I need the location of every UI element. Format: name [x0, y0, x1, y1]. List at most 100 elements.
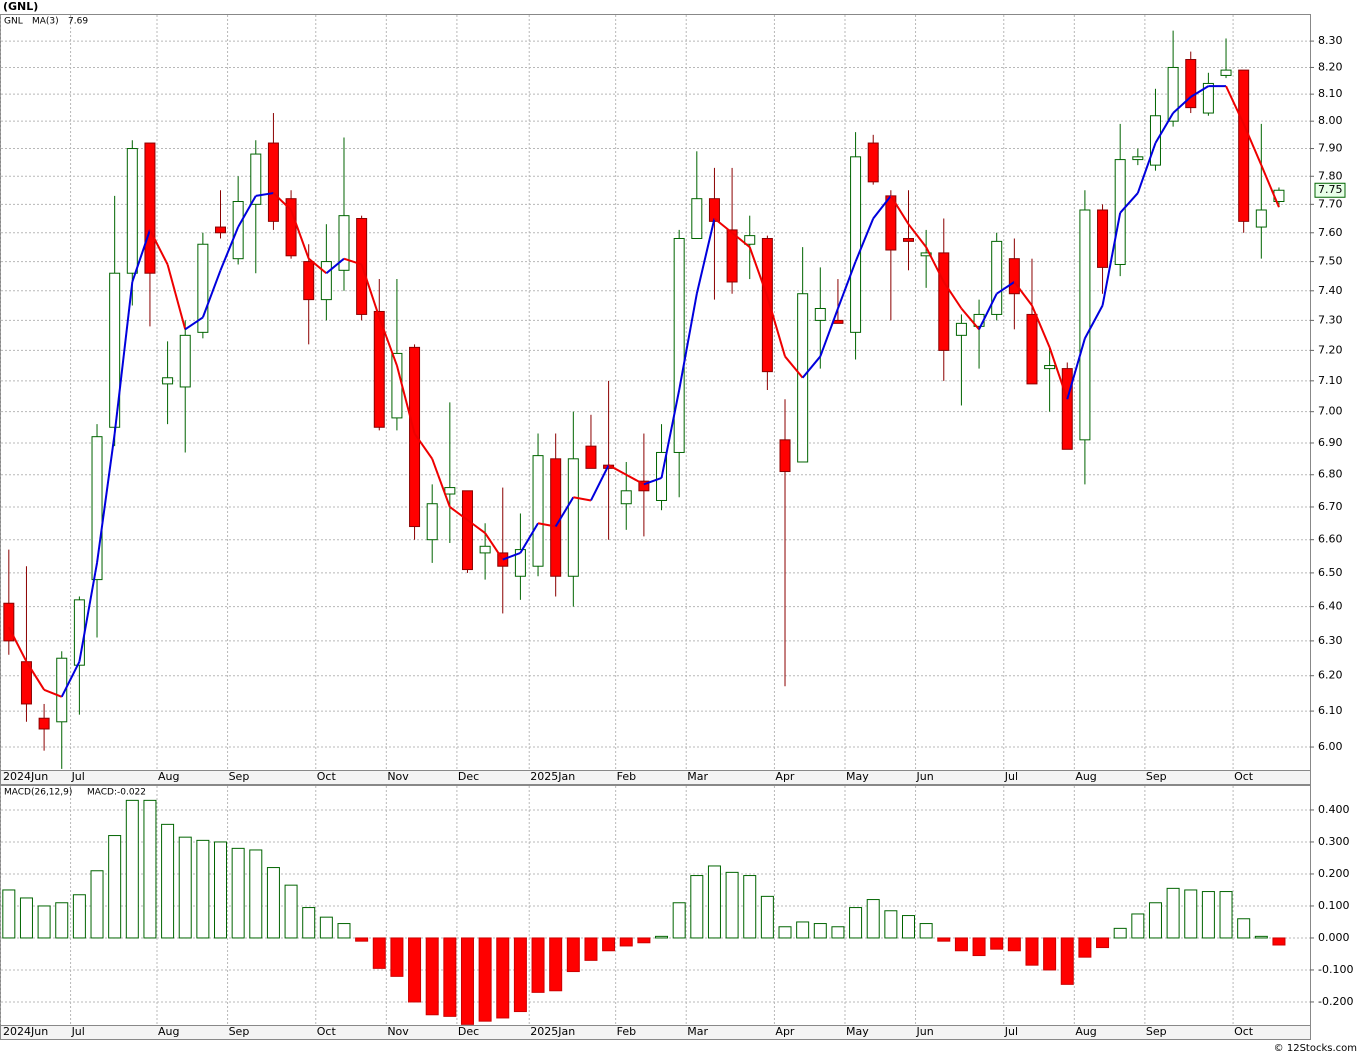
- macd-bar: [743, 875, 757, 939]
- ma-segment: [1136, 142, 1157, 194]
- candle-body: [938, 252, 950, 351]
- macd-bar: [1201, 891, 1215, 939]
- x-tick-label: Mar: [687, 770, 708, 783]
- x-tick-label: May: [846, 1025, 869, 1038]
- macd-bar: [531, 937, 545, 993]
- x-tick-label: Aug: [158, 1025, 179, 1038]
- y-tick-label: 8.30: [1318, 34, 1343, 47]
- price-date-strip: [0, 770, 1311, 785]
- ma-segment: [942, 281, 963, 310]
- candle-body: [797, 293, 809, 463]
- candle-body: [550, 458, 562, 577]
- candle-body: [426, 503, 438, 541]
- ma-segment: [996, 281, 1015, 295]
- x-tick-label: Nov: [387, 1025, 409, 1038]
- candle-body: [691, 198, 703, 240]
- ma-segment: [660, 389, 681, 479]
- ma-segment: [25, 661, 45, 691]
- macd-bar: [372, 937, 386, 969]
- candle-body: [761, 238, 773, 373]
- macd-bar: [990, 937, 1004, 950]
- macd-bar: [1043, 937, 1057, 971]
- x-tick-label: Aug: [1075, 770, 1096, 783]
- candle-body: [1185, 59, 1197, 109]
- macd-bar: [1166, 887, 1180, 939]
- ma-segment: [890, 195, 910, 225]
- x-tick-label: Feb: [617, 1025, 636, 1038]
- ma-segment: [590, 464, 610, 501]
- y-tick-label: 7.50: [1318, 255, 1343, 268]
- x-tick-label: Oct: [317, 1025, 337, 1038]
- candle-body: [514, 549, 526, 577]
- y-tick-label: 0.000: [1318, 931, 1350, 944]
- ma-segment: [219, 226, 240, 271]
- ma-segment: [713, 217, 733, 234]
- ma-segment: [1066, 338, 1086, 400]
- candle-body: [726, 229, 738, 283]
- candle-body: [162, 377, 174, 385]
- x-tick-label: 2025Jan: [530, 1025, 575, 1038]
- ma-segment: [7, 626, 28, 663]
- candle-body: [708, 198, 720, 222]
- y-tick-label: 7.90: [1318, 142, 1343, 155]
- macd-bar: [937, 937, 951, 942]
- candle-body: [303, 261, 315, 301]
- ma-segment: [1048, 347, 1069, 400]
- macd-bar: [584, 937, 598, 961]
- x-tick-label: Sep: [229, 770, 250, 783]
- candle-body: [197, 243, 209, 333]
- macd-bar: [161, 823, 175, 939]
- candle-body: [955, 322, 967, 336]
- macd-bar: [513, 937, 527, 1013]
- candle-body: [373, 310, 385, 428]
- macd-bar: [72, 894, 86, 939]
- candle-body: [73, 599, 85, 666]
- macd-bar: [1113, 927, 1127, 939]
- macd-bar: [1025, 937, 1039, 966]
- ma-segment: [766, 296, 786, 357]
- macd-bar: [337, 923, 351, 939]
- candle-body: [779, 439, 791, 473]
- ma-segment: [96, 433, 116, 564]
- y-tick-label: 6.90: [1318, 436, 1343, 449]
- macd-bar: [884, 910, 898, 939]
- x-tick-label: Jul: [1004, 1025, 1018, 1038]
- candle-body: [638, 480, 650, 492]
- candle-body: [1008, 258, 1020, 295]
- macd-bar: [214, 841, 228, 939]
- macd-bar: [901, 915, 915, 939]
- macd-bar: [549, 937, 563, 992]
- ma-segment: [502, 551, 521, 561]
- last-price-label: 7.75: [1318, 183, 1343, 196]
- ma-segment: [113, 281, 134, 434]
- y-tick-label: 6.20: [1318, 669, 1343, 682]
- candle-body: [232, 201, 244, 260]
- macd-bar: [672, 902, 686, 939]
- ma-segment: [255, 192, 274, 197]
- candle-body: [867, 142, 879, 183]
- candle-body: [991, 240, 1003, 315]
- candle-body: [91, 436, 103, 581]
- macd-bar: [655, 935, 669, 939]
- macd-bar: [125, 799, 139, 939]
- y-tick-label: 8.00: [1318, 114, 1343, 127]
- x-tick-label: Sep: [1146, 770, 1167, 783]
- x-tick-label: Dec: [458, 770, 479, 783]
- ma-segment: [325, 257, 345, 274]
- ma-segment: [201, 269, 222, 318]
- macd-bar: [37, 905, 51, 939]
- macd-bar: [496, 937, 510, 1019]
- macd-bar: [690, 875, 704, 939]
- y-tick-label: 7.80: [1318, 169, 1343, 182]
- ma-segment: [554, 496, 575, 528]
- ma-segment: [1260, 164, 1280, 208]
- ma-segment: [608, 464, 627, 476]
- ma-segment: [836, 261, 857, 309]
- candle-body: [267, 142, 279, 222]
- candle-body: [338, 215, 350, 271]
- candle-body: [673, 238, 685, 453]
- ma-segment: [272, 192, 292, 211]
- candle-body: [144, 142, 156, 274]
- ma-segment: [431, 458, 451, 508]
- ma-segment: [1119, 192, 1139, 214]
